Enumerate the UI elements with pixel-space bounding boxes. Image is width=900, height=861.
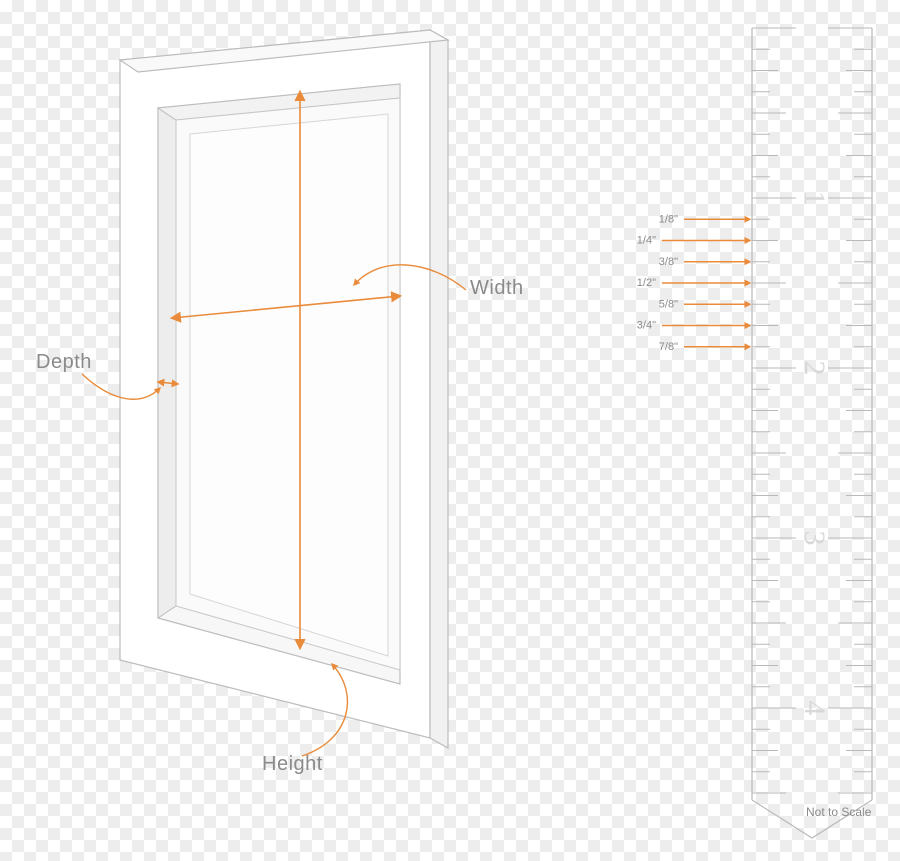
frame-right-side	[430, 30, 448, 748]
fraction-label: 3/8"	[659, 256, 678, 268]
fraction-label: 1/2"	[637, 277, 656, 289]
fraction-label: 5/8"	[659, 298, 678, 310]
glass-inner	[190, 114, 388, 656]
depth-label: Depth	[36, 351, 92, 373]
fraction-label: 1/4"	[637, 235, 656, 247]
fraction-label: 7/8"	[659, 341, 678, 353]
reveal-left	[158, 108, 176, 618]
not-to-scale-label: Not to Scale	[806, 805, 872, 819]
window-frame-group	[120, 30, 448, 748]
diagram-stage: Width Height Depth 1 2 3 4 1/8"1/4"3/8"1/2"…	[0, 0, 900, 861]
ruler-number: 4	[798, 701, 831, 716]
fraction-callouts: 1/8"1/4"3/8"1/2"5/8"3/4"7/8"	[637, 213, 750, 353]
height-label: Height	[262, 753, 323, 775]
fraction-label: 1/8"	[659, 213, 678, 225]
ruler-ticks	[752, 28, 872, 793]
fraction-label: 3/4"	[637, 320, 656, 332]
ruler-group: 1 2 3 4	[752, 28, 872, 838]
ruler-number: 1	[798, 191, 831, 206]
ruler-number: 2	[798, 361, 831, 376]
ruler-number: 3	[798, 531, 831, 546]
width-label: Width	[470, 277, 524, 299]
ruler-numbers: 1 2 3 4	[798, 191, 831, 716]
diagram-svg: Width Height Depth 1 2 3 4 1/8"1/4"3/8"1/2"…	[0, 0, 900, 861]
